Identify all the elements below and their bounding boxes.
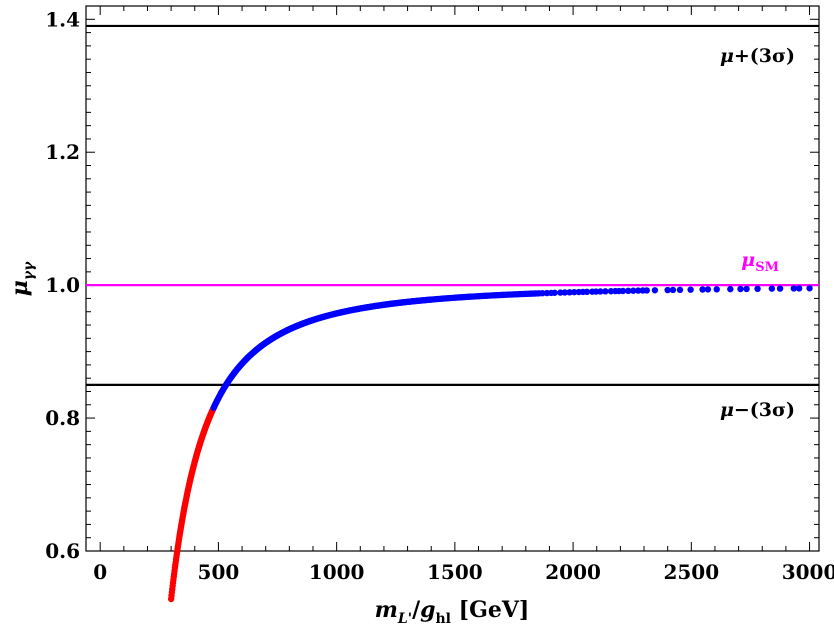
- x-tick-label: 500: [198, 560, 240, 584]
- plot-frame: [85, 5, 820, 552]
- x-axis-label: mL'/ghl [GeV]: [375, 597, 530, 627]
- x-tick-label: 1500: [427, 560, 483, 584]
- allowed-point: [557, 289, 564, 296]
- allowed-point: [619, 287, 627, 295]
- allowed-point: [571, 288, 578, 296]
- allowed-point: [687, 286, 694, 293]
- allowed-point: [566, 289, 573, 296]
- allowed-point: [551, 289, 558, 296]
- sm-label: μSM: [741, 249, 779, 275]
- allowed-point: [625, 287, 632, 295]
- allowed-point: [776, 285, 784, 292]
- y-tick-label: 1.0: [45, 273, 80, 297]
- y-tick-label: 0.6: [45, 539, 80, 563]
- allowed-point: [561, 289, 569, 296]
- allowed-point: [539, 290, 546, 297]
- x-tick-label: 2500: [663, 560, 719, 584]
- y-tick-label: 1.2: [45, 140, 80, 164]
- allowed-point: [664, 286, 671, 294]
- x-tick-label: 1000: [309, 560, 365, 584]
- x-tick-label: 2000: [545, 560, 601, 584]
- allowed-point: [727, 285, 734, 293]
- y-axis-label: μγγ: [7, 261, 37, 296]
- allowed-point: [643, 287, 650, 294]
- allowed-point: [704, 286, 712, 293]
- allowed-point: [602, 288, 609, 295]
- allowed-point: [651, 287, 659, 294]
- allowed-point: [754, 285, 761, 293]
- allowed-point: [768, 285, 776, 292]
- allowed-point: [630, 287, 637, 294]
- allowed-point: [634, 287, 642, 294]
- allowed-point: [713, 286, 720, 293]
- y-tick-label: 1.4: [45, 7, 80, 31]
- x-tick-label: 0: [93, 560, 107, 584]
- allowed-point: [597, 288, 604, 295]
- allowed-point: [806, 285, 813, 292]
- tick-labels: 0 500 1000 1500 2000 2500 3000 0.6 0.8 1.0 1.2 1.4: [45, 7, 834, 584]
- allowed-point: [737, 285, 744, 293]
- reference-lines: [86, 24, 819, 386]
- y-tick-label: 0.8: [45, 406, 80, 430]
- allowed-point: [795, 285, 803, 292]
- x-tick-label: 3000: [782, 560, 834, 584]
- data-points: [167, 285, 813, 603]
- allowed-point: [699, 286, 706, 293]
- lower-3sigma-label: μ−(3σ): [720, 399, 795, 421]
- upper-3sigma-label: μ+(3σ): [720, 45, 795, 67]
- allowed-point: [743, 285, 750, 293]
- allowed-point: [790, 285, 798, 292]
- allowed-point: [583, 288, 591, 296]
- axis-ticks: [86, 5, 819, 552]
- allowed-point: [676, 286, 684, 294]
- allowed-point: [669, 286, 677, 294]
